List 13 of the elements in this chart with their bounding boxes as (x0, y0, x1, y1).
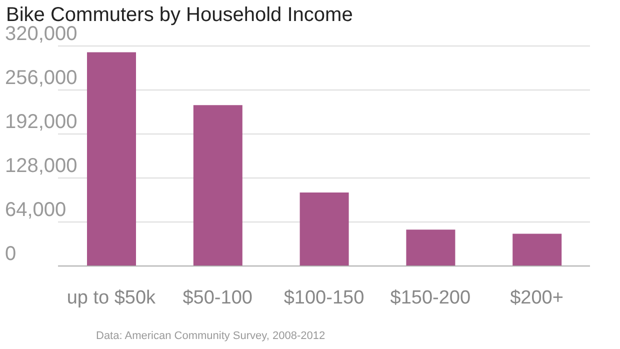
x-tick-label: $50-100 (182, 287, 252, 308)
chart-title: Bike Commuters by Household Income (6, 4, 353, 26)
y-tick-label: 128,000 (5, 155, 78, 177)
x-tick-label: $200+ (510, 287, 564, 308)
x-tick-label: up to $50k (66, 287, 156, 308)
x-tick-label: $100-150 (284, 287, 364, 308)
text: Data: American Community Survey, 2008-2012 (96, 330, 326, 342)
y-tick-label: 320,000 (5, 23, 78, 45)
y-tick-label: 192,000 (5, 111, 78, 133)
y-tick-label: 0 (5, 243, 16, 265)
x-tick-label: $150-200 (390, 287, 471, 308)
y-tick-label: 256,000 (5, 67, 78, 89)
y-tick-label: 64,000 (5, 199, 66, 221)
